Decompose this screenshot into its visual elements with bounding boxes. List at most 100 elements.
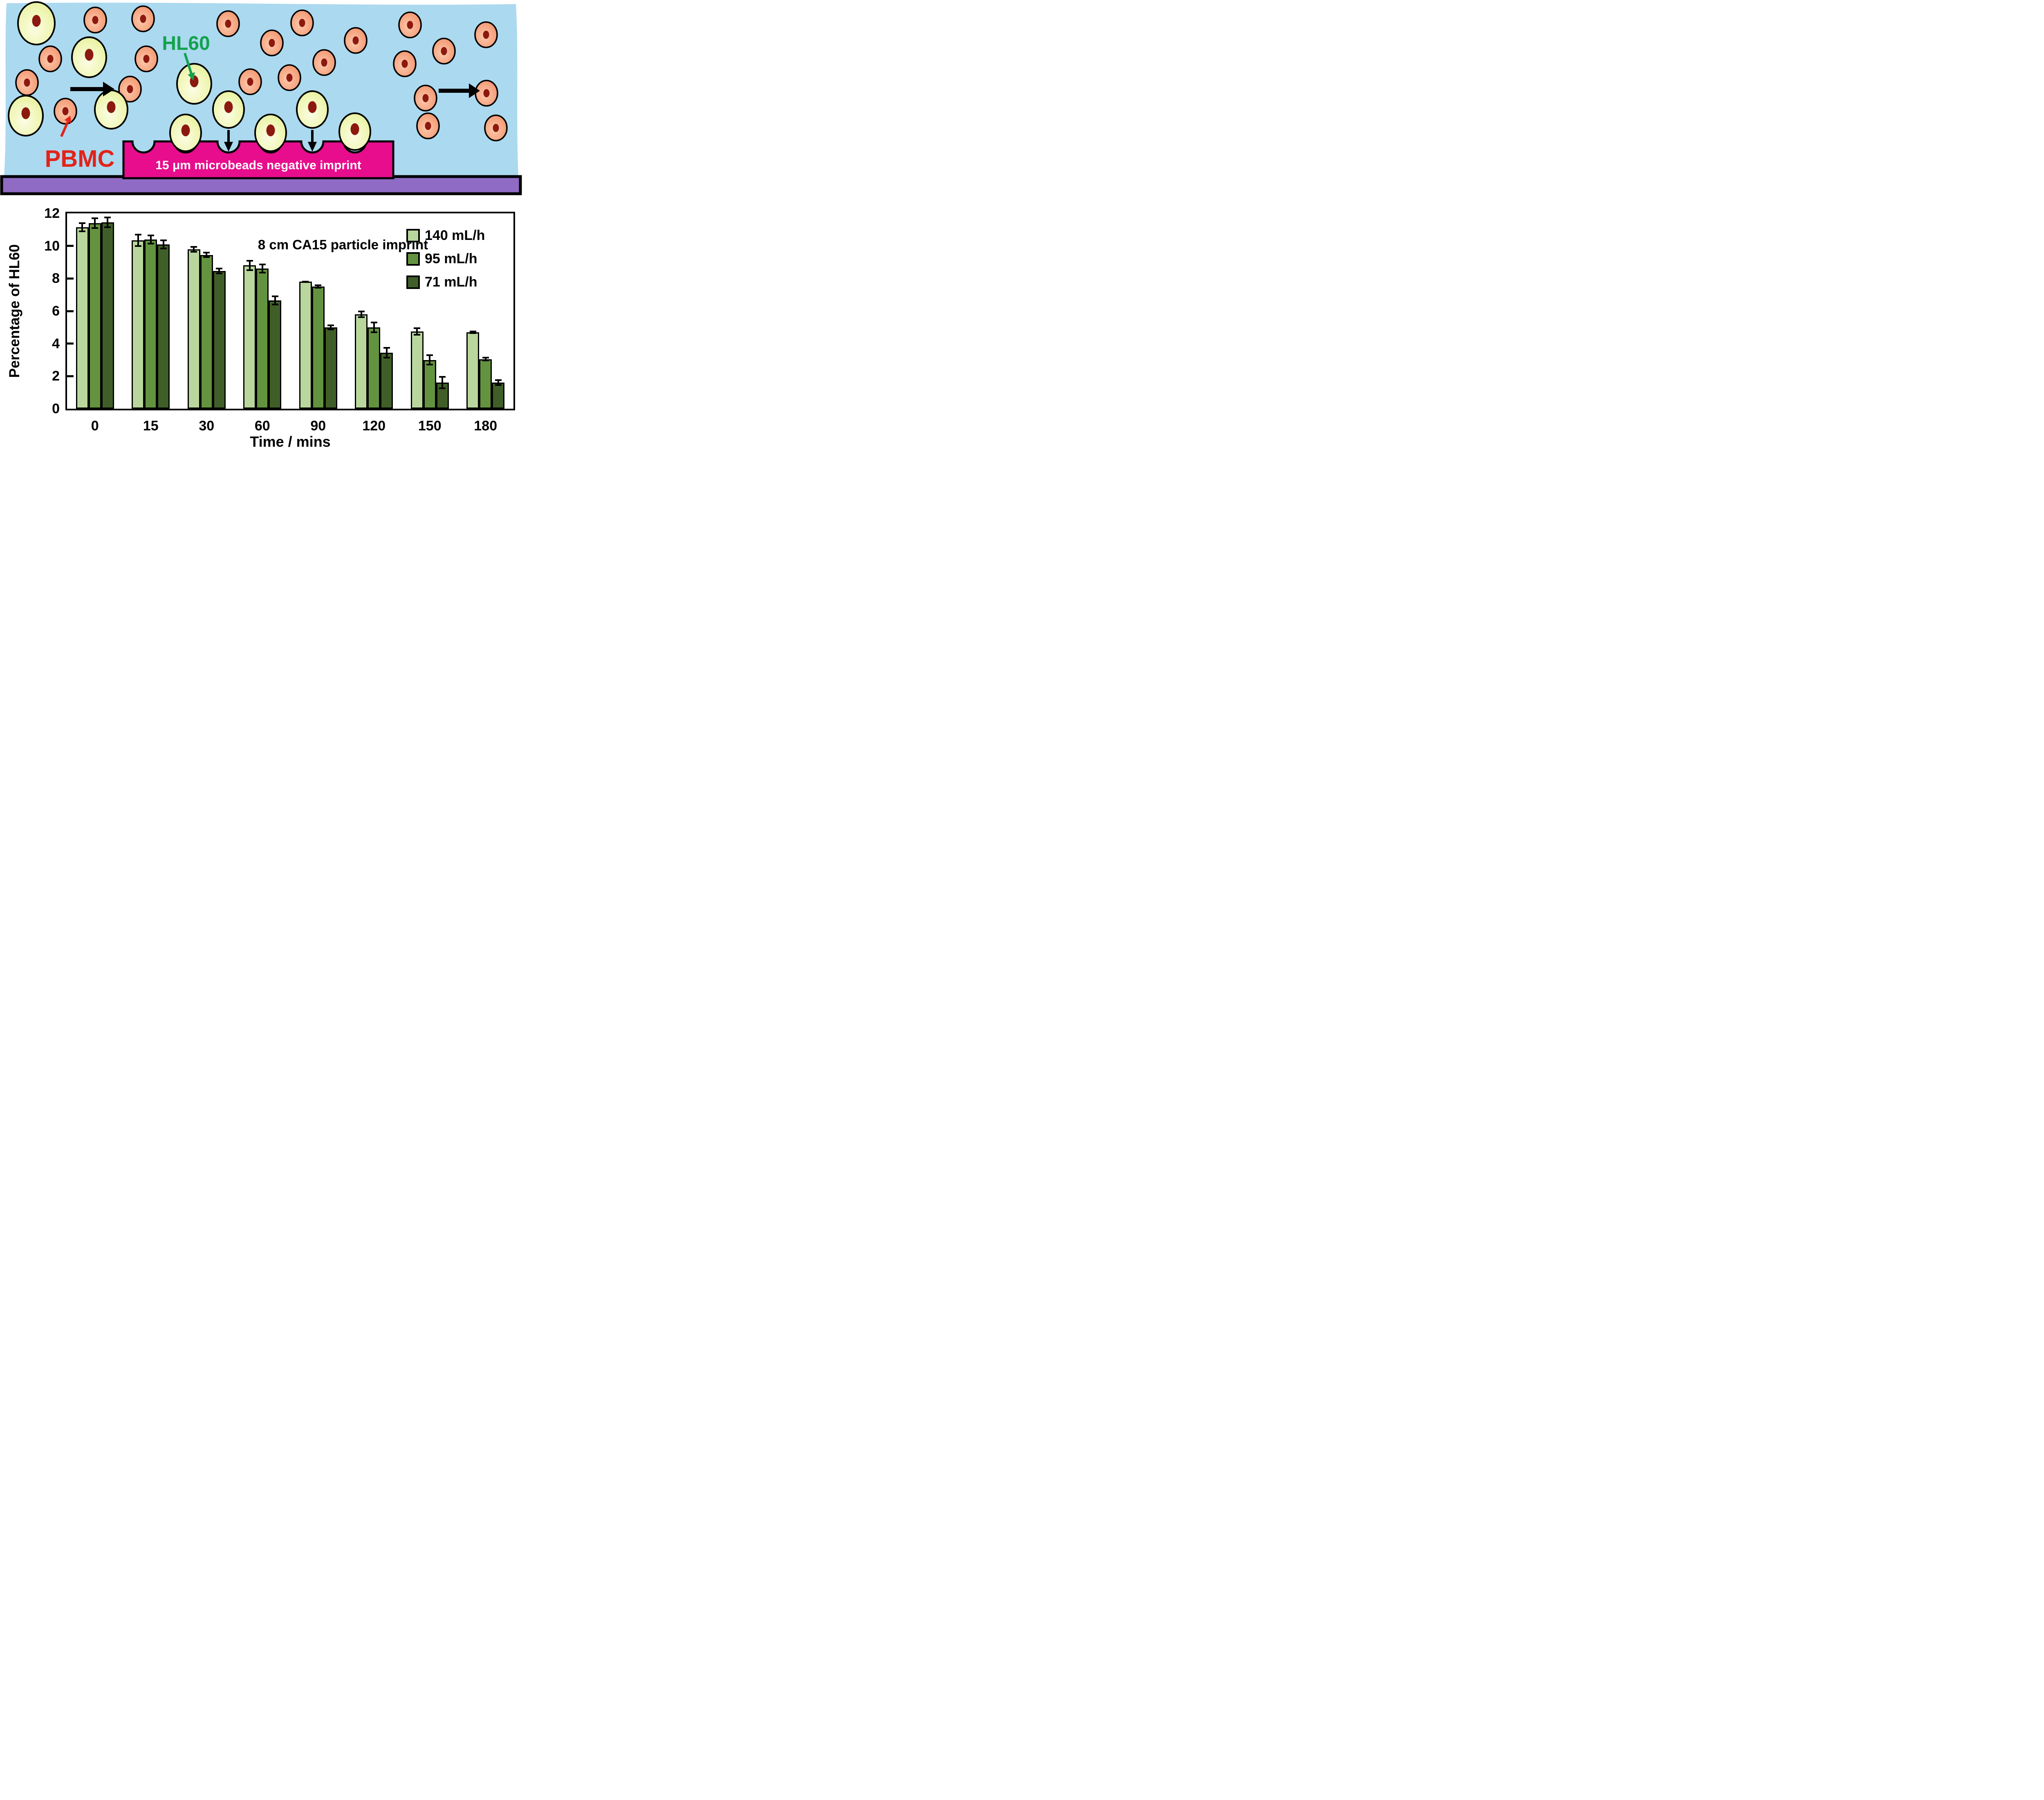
hl60-pointer-arrow bbox=[184, 53, 195, 81]
hl60-cell bbox=[71, 36, 107, 78]
hl60-cell bbox=[94, 90, 128, 130]
legend-swatch bbox=[406, 252, 420, 266]
hl60-cell bbox=[296, 90, 329, 129]
error-bar bbox=[160, 239, 167, 249]
bar bbox=[355, 314, 368, 409]
figure: HL60 PBMC 15 μm microbeads negative impr… bbox=[0, 0, 522, 450]
cell-nucleus bbox=[21, 107, 30, 119]
legend: 140 mL/h 95 mL/h 71 mL/h bbox=[406, 227, 485, 297]
pbmc-cell bbox=[260, 29, 284, 56]
cell-nucleus bbox=[225, 20, 231, 28]
cell-nucleus bbox=[85, 49, 94, 61]
flow-arrow-left bbox=[70, 82, 114, 96]
error-bar bbox=[358, 311, 365, 318]
hl60-cell bbox=[17, 1, 56, 45]
error-bar bbox=[92, 217, 99, 229]
bar bbox=[492, 383, 505, 409]
y-tick-label: 12 bbox=[44, 206, 60, 221]
cell-nucleus bbox=[224, 101, 233, 113]
error-bar bbox=[315, 284, 322, 289]
error-bar bbox=[482, 356, 489, 362]
cell-nucleus bbox=[32, 15, 41, 27]
error-bar bbox=[203, 252, 210, 258]
bar bbox=[380, 352, 393, 409]
error-bar bbox=[216, 268, 223, 275]
cell-nucleus bbox=[127, 85, 133, 93]
pbmc-cell bbox=[238, 68, 262, 95]
x-tick-label: 90 bbox=[310, 418, 326, 434]
hl60-label: HL60 bbox=[162, 33, 210, 54]
hl60-cell bbox=[8, 95, 44, 137]
x-tick-label: 0 bbox=[91, 418, 99, 434]
cell-nucleus bbox=[107, 101, 116, 113]
bar bbox=[423, 360, 436, 409]
hl60-cell bbox=[169, 114, 202, 152]
cell-nucleus bbox=[321, 58, 327, 67]
cell-nucleus bbox=[140, 15, 146, 23]
bar bbox=[299, 282, 312, 409]
legend-swatch bbox=[406, 229, 420, 242]
y-tick-label: 8 bbox=[52, 271, 60, 287]
cell-nucleus bbox=[483, 89, 490, 97]
legend-label: 95 mL/h bbox=[425, 251, 477, 266]
x-tick-label: 60 bbox=[254, 418, 270, 434]
cell-nucleus bbox=[483, 31, 489, 39]
y-tick-label: 10 bbox=[44, 238, 60, 254]
bar bbox=[324, 327, 337, 409]
legend-item: 95 mL/h bbox=[406, 251, 485, 267]
hl60-cell bbox=[212, 90, 245, 129]
x-tick-label: 30 bbox=[199, 418, 215, 434]
x-tick-label: 15 bbox=[143, 418, 159, 434]
pbmc-cell bbox=[398, 11, 422, 38]
flow-channel-fluid bbox=[4, 2, 518, 177]
cell-nucleus bbox=[493, 124, 499, 132]
x-axis-label: Time / mins bbox=[250, 433, 331, 450]
bar bbox=[200, 255, 213, 409]
x-tick-label: 150 bbox=[418, 418, 442, 434]
pbmc-cell bbox=[216, 10, 240, 37]
bar bbox=[213, 271, 226, 409]
cell-nucleus bbox=[352, 36, 359, 45]
cell-nucleus bbox=[407, 21, 413, 29]
pbmc-cell bbox=[290, 9, 314, 36]
error-bar bbox=[302, 280, 309, 283]
error-bar bbox=[495, 379, 502, 386]
pbmc-cell bbox=[393, 50, 417, 77]
cell-nucleus bbox=[92, 16, 99, 24]
cell-nucleus bbox=[425, 122, 431, 130]
bar bbox=[256, 269, 269, 409]
bar bbox=[466, 332, 480, 409]
error-bar bbox=[426, 354, 433, 366]
imprint-label: 15 μm microbeads negative imprint bbox=[155, 159, 361, 172]
pbmc-cell bbox=[414, 85, 437, 112]
pbmc-cell bbox=[83, 7, 107, 34]
chart-title: 8 cm CA15 particle imprint bbox=[258, 237, 428, 252]
error-bar bbox=[469, 330, 476, 334]
cell-nucleus bbox=[62, 107, 69, 115]
pbmc-label: PBMC bbox=[45, 146, 115, 172]
bar bbox=[479, 359, 492, 409]
hl60-cell bbox=[254, 114, 287, 152]
legend-item: 140 mL/h bbox=[406, 227, 485, 244]
hl60-cell bbox=[176, 63, 212, 105]
plot-area: 8 cm CA15 particle imprint 140 mL/h 95 mL… bbox=[65, 212, 515, 410]
bar bbox=[101, 222, 114, 409]
bar bbox=[144, 239, 157, 409]
cell-nucleus bbox=[24, 78, 30, 87]
bar bbox=[243, 265, 256, 409]
hl60-cell bbox=[338, 112, 371, 151]
bar bbox=[76, 227, 89, 409]
cell-nucleus bbox=[299, 19, 305, 27]
y-tick bbox=[67, 245, 74, 247]
error-bar bbox=[383, 347, 390, 358]
cell-nucleus bbox=[181, 124, 190, 137]
pbmc-cell bbox=[278, 64, 301, 91]
pbmc-cell bbox=[432, 38, 456, 65]
cell-nucleus bbox=[286, 74, 293, 82]
cell-nucleus bbox=[308, 101, 317, 113]
error-bar bbox=[259, 264, 266, 274]
y-tick bbox=[67, 310, 74, 312]
cell-nucleus bbox=[247, 78, 253, 86]
error-bar bbox=[134, 233, 141, 247]
pbmc-cell bbox=[134, 45, 158, 72]
